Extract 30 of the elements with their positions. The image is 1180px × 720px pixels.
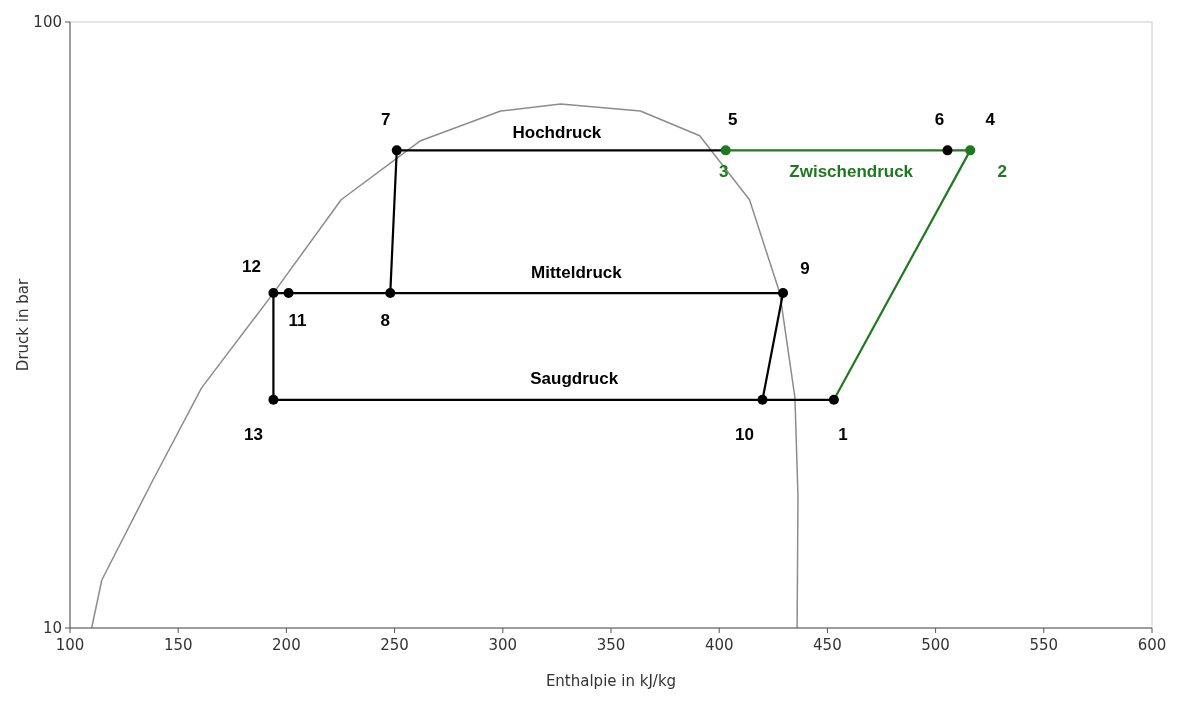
annotation: 3 (718, 161, 729, 181)
x-tick-label: 200 (272, 636, 301, 654)
annotation: 7 (381, 109, 391, 129)
annotation: Mitteldruck (531, 262, 623, 282)
annotation: 2 (997, 161, 1007, 181)
x-tick-label: 550 (1029, 636, 1059, 654)
annotation: 8 (380, 310, 391, 330)
annotation: 12 (241, 256, 261, 276)
x-tick-label: 400 (704, 636, 734, 654)
x-tick-label: 100 (55, 636, 85, 654)
annotation: 6 (934, 109, 945, 129)
annotation: 11 (288, 310, 307, 330)
x-tick-label: 150 (163, 636, 193, 654)
annotation: 9 (800, 258, 810, 278)
annotation: 4 (985, 109, 996, 129)
x-tick-label: 450 (813, 636, 842, 654)
x-tick-label: 350 (596, 636, 626, 654)
x-tick-label: 300 (488, 636, 518, 654)
annotation: Hochdruck (512, 122, 602, 142)
x-tick-label: 600 (1137, 636, 1167, 654)
x-tick-label: 500 (921, 636, 950, 654)
annotation: Saugdruck (530, 369, 619, 389)
annotation: 5 (727, 109, 738, 129)
annotation: 10 (735, 425, 754, 445)
annotation: 13 (243, 425, 263, 445)
x-tick-label: 250 (380, 636, 409, 654)
annotation: Zwischendruck (789, 161, 914, 181)
annotation: 1 (838, 425, 848, 445)
y-axis-title: Druck in bar (14, 278, 32, 372)
x-axis-title: Enthalpie in kJ/kg (545, 672, 677, 690)
